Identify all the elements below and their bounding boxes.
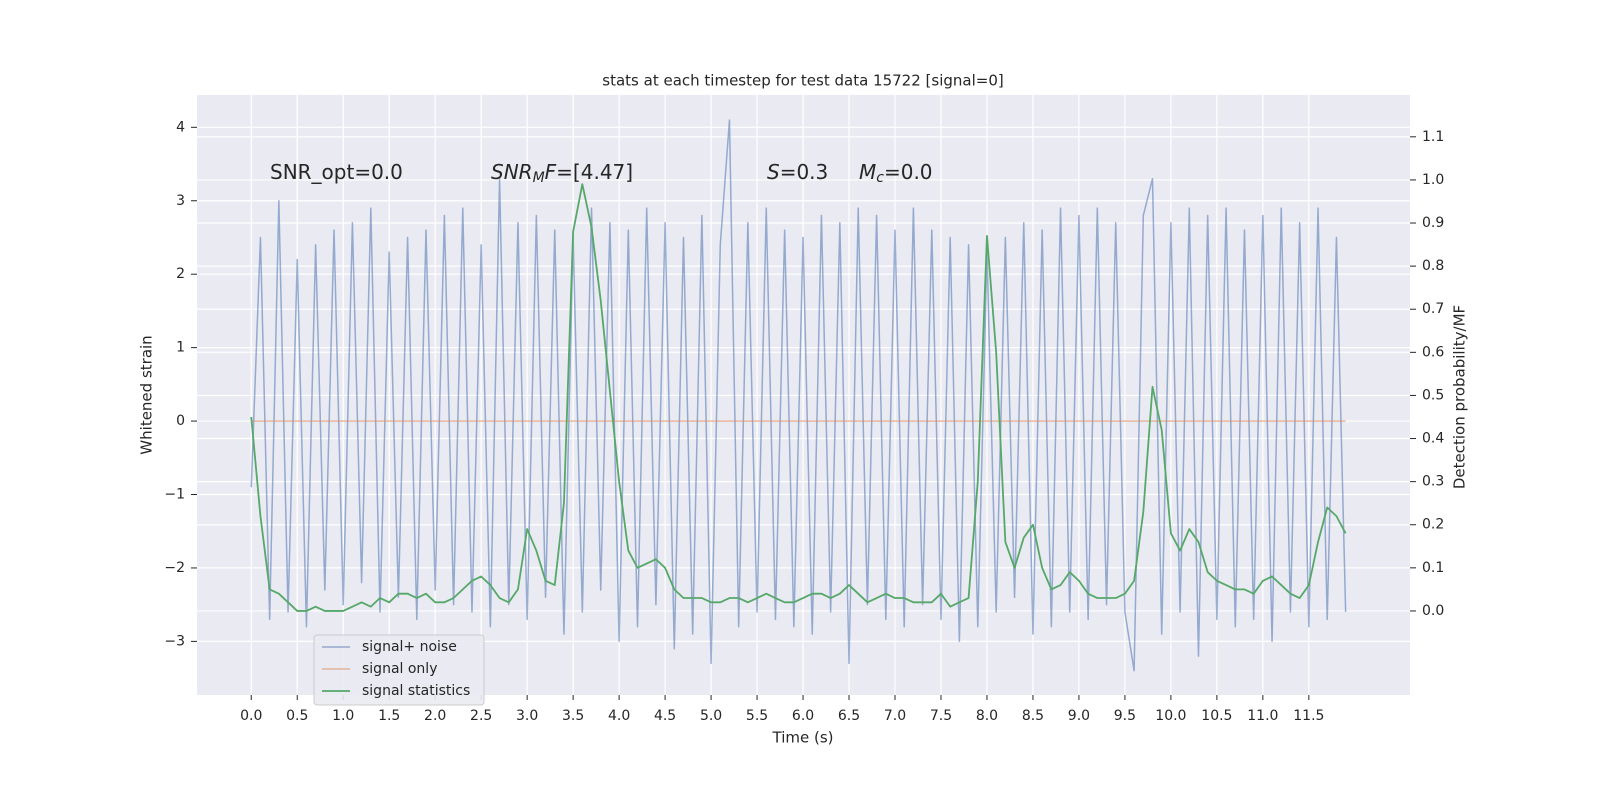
y-tick-label: 0 <box>176 413 185 429</box>
y2-tick-label: 0.1 <box>1422 560 1444 576</box>
annotation: S=0.3 <box>767 160 828 184</box>
annotation-part: =0.3 <box>780 160 829 184</box>
annotation-part: c <box>876 170 884 186</box>
x-tick-label: 8.0 <box>976 708 998 724</box>
y2-tick-label: 0.8 <box>1422 258 1444 274</box>
x-tick-label: 11.5 <box>1293 708 1324 724</box>
y2-tick-label: 0.4 <box>1422 431 1444 447</box>
x-tick-label: 0.5 <box>286 708 308 724</box>
x-tick-label: 3.0 <box>516 708 538 724</box>
annotation-part: =[4.47] <box>556 160 633 184</box>
x-tick-label: 11.0 <box>1247 708 1278 724</box>
x-tick-label: 7.0 <box>884 708 906 724</box>
x-tick-label: 0.0 <box>240 708 262 724</box>
series-line <box>250 119 1347 672</box>
annotation-part: SNR <box>491 160 533 184</box>
legend-label: signal+ noise <box>362 639 457 655</box>
annotation: SNRMF=[4.47] <box>491 160 633 187</box>
y-tick-label: −3 <box>164 633 185 649</box>
x-tick-label: 10.5 <box>1201 708 1232 724</box>
annotation: SNR_opt=0.0 <box>270 160 403 184</box>
x-tick-label: 9.5 <box>1114 708 1136 724</box>
series-line <box>250 183 1347 612</box>
x-tick-label: 6.0 <box>792 708 814 724</box>
x-tick-label: 4.5 <box>654 708 676 724</box>
x-tick-label: 4.0 <box>608 708 630 724</box>
y-tick-label: 1 <box>176 340 185 356</box>
x-axis-label: Time (s) <box>772 729 834 747</box>
legend-box <box>313 634 485 706</box>
y2-tick-label: 0.9 <box>1422 215 1444 231</box>
x-tick-label: 2.0 <box>424 708 446 724</box>
y-axis-label: Whitened strain <box>138 335 156 454</box>
y2-tick-label: 1.0 <box>1422 172 1444 188</box>
chart-title: stats at each timestep for test data 157… <box>602 72 1003 90</box>
y-tick-label: 2 <box>176 266 185 282</box>
y2-tick-label: 0.7 <box>1422 301 1444 317</box>
annotation-part: M <box>859 160 876 184</box>
x-tick-label: 10.0 <box>1155 708 1186 724</box>
x-tick-label: 8.5 <box>1022 708 1044 724</box>
x-tick-label: 1.5 <box>378 708 400 724</box>
x-tick-label: 1.0 <box>332 708 354 724</box>
x-tick-label: 6.5 <box>838 708 860 724</box>
annotation-part: SNR_opt=0.0 <box>270 160 403 184</box>
x-tick-label: 9.0 <box>1068 708 1090 724</box>
y2-tick-label: 0.0 <box>1422 603 1444 619</box>
y-tick-label: −2 <box>164 560 185 576</box>
y2-tick-label: 0.2 <box>1422 517 1444 533</box>
x-tick-label: 5.0 <box>700 708 722 724</box>
annotation-part: F <box>545 160 557 184</box>
y-tick-label: 4 <box>176 119 185 135</box>
y2-tick-label: 0.6 <box>1422 344 1444 360</box>
annotation: Mc=0.0 <box>859 160 933 187</box>
y2-axis-label: Detection probability/MF <box>1451 305 1469 489</box>
annotation-part: =0.0 <box>884 160 933 184</box>
y2-tick-label: 0.5 <box>1422 387 1444 403</box>
x-tick-label: 7.5 <box>930 708 952 724</box>
y-tick-label: −1 <box>164 487 185 503</box>
x-tick-label: 2.5 <box>470 708 492 724</box>
x-tick-label: 5.5 <box>746 708 768 724</box>
x-tick-label: 3.5 <box>562 708 584 724</box>
y-tick-label: 3 <box>176 193 185 209</box>
y2-tick-label: 1.1 <box>1422 129 1444 145</box>
y2-tick-label: 0.3 <box>1422 474 1444 490</box>
legend-label: signal statistics <box>362 683 470 699</box>
annotation-part: M <box>533 170 545 186</box>
legend-label: signal only <box>362 661 437 677</box>
annotation-part: S <box>767 160 780 184</box>
